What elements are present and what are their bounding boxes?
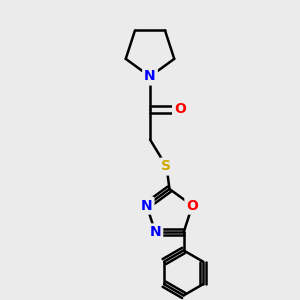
Text: N: N <box>150 225 161 239</box>
Text: N: N <box>144 70 156 83</box>
Text: O: O <box>174 103 186 116</box>
Text: S: S <box>161 160 172 173</box>
Text: N: N <box>141 199 152 213</box>
Text: O: O <box>186 199 198 213</box>
